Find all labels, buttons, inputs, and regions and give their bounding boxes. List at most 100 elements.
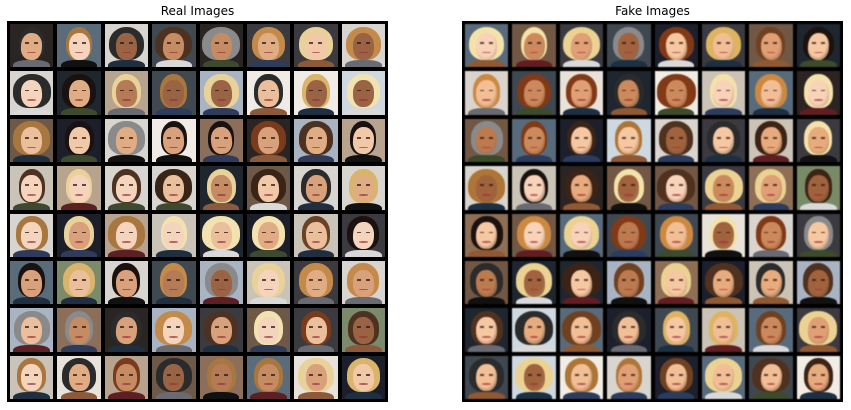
face-shape xyxy=(522,79,546,108)
fake-face-tile xyxy=(701,24,746,68)
shoulders-shape xyxy=(250,392,287,399)
eyes-shape xyxy=(262,231,276,234)
shoulders-shape xyxy=(13,297,50,305)
mouth-shape xyxy=(624,193,634,196)
face-shape xyxy=(257,126,280,155)
shoulders-shape xyxy=(752,107,790,115)
eyes-shape xyxy=(119,42,133,44)
mouth-shape xyxy=(264,288,273,291)
mouth-shape xyxy=(482,99,492,101)
shoulders-shape xyxy=(752,202,790,210)
face-shape xyxy=(806,268,830,298)
eyes-shape xyxy=(480,373,494,376)
eyes-shape xyxy=(764,373,778,376)
shoulders-shape xyxy=(563,392,600,399)
mouth-shape xyxy=(169,383,179,386)
mouth-shape xyxy=(216,383,226,386)
face-shape xyxy=(305,269,327,297)
real-face-tile xyxy=(199,118,243,163)
eyes-shape xyxy=(25,136,39,139)
mouth-shape xyxy=(74,99,84,101)
mouth-shape xyxy=(813,146,823,149)
fake-face-tile xyxy=(654,355,698,399)
real-face-tile xyxy=(294,355,338,399)
mouth-shape xyxy=(311,193,321,196)
real-face-tile xyxy=(152,118,196,163)
eyes-shape xyxy=(574,231,588,234)
shoulders-shape xyxy=(610,60,648,68)
eyes-shape xyxy=(72,42,86,44)
shoulders-shape xyxy=(202,202,240,210)
face-shape xyxy=(115,364,137,392)
mouth-shape xyxy=(671,288,681,291)
eyes-shape xyxy=(527,42,541,44)
real-face-tile xyxy=(152,308,196,352)
eyes-shape xyxy=(214,326,228,329)
real-face-tile xyxy=(246,118,291,163)
shoulders-shape xyxy=(155,107,193,115)
eyes-shape xyxy=(669,184,683,187)
real-face-tile xyxy=(10,260,54,305)
mouth-shape xyxy=(216,288,226,291)
eyes-shape xyxy=(764,184,778,187)
face-shape xyxy=(475,79,498,108)
shoulders-shape xyxy=(800,60,837,68)
mouth-shape xyxy=(311,51,321,54)
shoulders-shape xyxy=(13,344,50,352)
mouth-shape xyxy=(482,336,492,338)
face-shape xyxy=(570,364,593,392)
eyes-shape xyxy=(25,373,39,376)
shoulders-shape xyxy=(468,60,505,68)
fake-images-grid-frame xyxy=(462,21,843,402)
mouth-shape xyxy=(671,99,681,101)
face-shape xyxy=(305,363,327,392)
mouth-shape xyxy=(813,99,823,101)
eyes-shape xyxy=(356,42,370,44)
mouth-shape xyxy=(169,193,179,196)
fake-face-tile xyxy=(796,24,840,68)
real-face-tile xyxy=(294,260,338,305)
real-face-tile xyxy=(199,71,243,115)
real-face-tile xyxy=(152,355,196,399)
face-shape xyxy=(664,316,688,345)
real-face-tile xyxy=(10,355,54,399)
mouth-shape xyxy=(577,241,586,243)
shoulders-shape xyxy=(468,344,505,352)
eyes-shape xyxy=(72,231,86,234)
fake-face-tile xyxy=(512,355,556,399)
mouth-shape xyxy=(766,288,776,291)
real-face-tile xyxy=(341,71,385,115)
eyes-shape xyxy=(574,373,588,376)
eyes-shape xyxy=(309,42,323,44)
eyes-shape xyxy=(622,184,636,187)
eyes-shape xyxy=(622,42,636,44)
eyes-shape xyxy=(214,136,228,139)
fake-face-tile xyxy=(796,213,840,257)
mouth-shape xyxy=(311,146,321,149)
real-face-tile xyxy=(104,71,149,115)
shoulders-shape xyxy=(563,344,600,352)
mouth-shape xyxy=(74,146,84,149)
mouth-shape xyxy=(216,193,226,196)
shoulders-shape xyxy=(297,249,335,257)
mouth-shape xyxy=(264,336,273,338)
shoulders-shape xyxy=(515,249,553,257)
mouth-shape xyxy=(671,51,681,54)
real-images-grid-frame xyxy=(7,21,388,402)
shoulders-shape xyxy=(60,60,98,68)
fake-face-tile xyxy=(749,24,793,68)
face-shape xyxy=(712,174,735,203)
shoulders-shape xyxy=(800,344,837,352)
face-shape xyxy=(257,316,280,345)
real-face-tile xyxy=(10,24,54,68)
real-face-tile xyxy=(104,355,149,399)
fake-face-tile xyxy=(654,308,698,352)
face-shape xyxy=(67,32,91,61)
eyes-shape xyxy=(72,373,86,376)
eyes-shape xyxy=(527,231,541,234)
mouth-shape xyxy=(74,193,84,196)
fake-face-tile xyxy=(654,260,698,305)
fake-face-tile xyxy=(512,308,556,352)
mouth-shape xyxy=(169,288,179,291)
face-shape xyxy=(210,79,233,108)
